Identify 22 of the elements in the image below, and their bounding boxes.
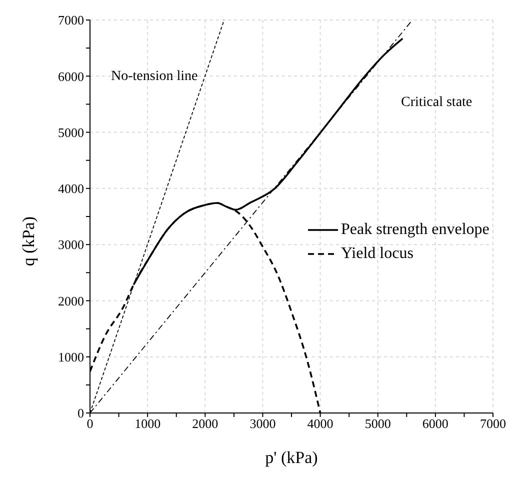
- y-tick-label: 7000: [58, 12, 84, 28]
- x-tick-label: 1000: [134, 416, 161, 432]
- y-tick-label: 6000: [58, 68, 84, 84]
- x-axis-title: p' (kPa): [265, 448, 318, 468]
- y-tick-label: 4000: [58, 181, 84, 196]
- legend-label: Yield locus: [341, 245, 414, 263]
- y-axis-title: q (kPa): [19, 216, 38, 266]
- y-tick-label: 3000: [58, 237, 84, 252]
- x-tick-label: 2000: [192, 416, 218, 432]
- x-tick-label: 3000: [250, 416, 276, 432]
- x-tick-label: 6000: [422, 416, 448, 432]
- y-tick-label: 0: [78, 406, 84, 421]
- y-tick-label: 2000: [58, 293, 84, 308]
- y-tick-label: 1000: [58, 349, 84, 364]
- annotation: No-tension line: [111, 69, 198, 85]
- annotation: Critical state: [401, 95, 472, 111]
- y-tick-label: 5000: [58, 124, 84, 140]
- x-tick-label: 4000: [307, 416, 334, 432]
- legend-label: Peak strength envelope: [341, 221, 490, 239]
- x-tick-label: 7000: [480, 416, 506, 432]
- x-tick-label: 0: [86, 416, 94, 432]
- x-tick-label: 5000: [364, 416, 391, 432]
